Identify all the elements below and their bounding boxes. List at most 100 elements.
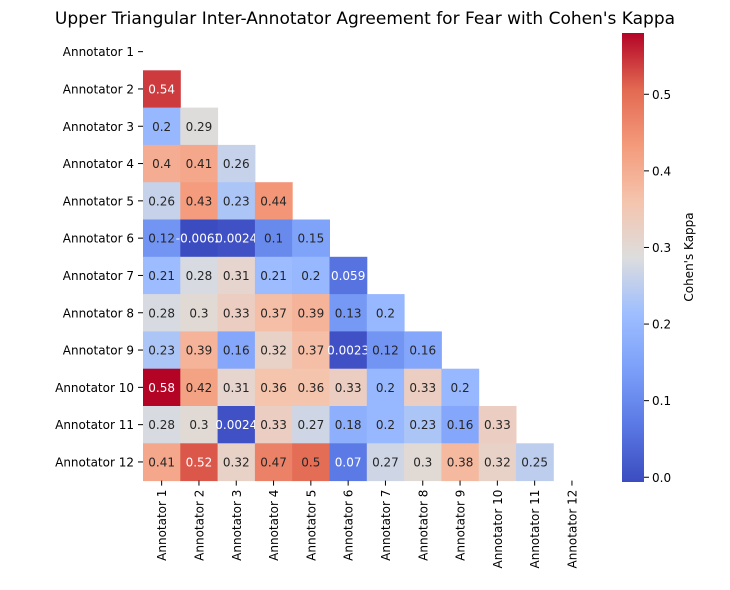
heatmap-cell — [404, 331, 442, 370]
row-label: Annotator 2 — [63, 82, 134, 96]
column-label: Annotator 5 — [304, 490, 318, 561]
cell-value-label: 0.16 — [409, 344, 436, 358]
cell-value-label: 0.059 — [331, 269, 365, 283]
cell-value-label: 0.3 — [189, 418, 208, 432]
column-label: Annotator 1 — [155, 490, 169, 561]
heatmap-cell — [292, 406, 330, 444]
heatmap-cell — [254, 331, 293, 370]
cell-value-label: 0.32 — [223, 455, 250, 469]
heatmap-cell — [329, 406, 368, 444]
colorbar-tick-label: 0.4 — [652, 164, 671, 178]
row-labels: Annotator 1 Annotator 2 Annotator 3 Annotat… — [55, 45, 143, 469]
heatmap-cell — [254, 219, 293, 258]
cell-value-label: 0.32 — [260, 344, 287, 358]
cell-value-label: 0.41 — [186, 157, 213, 171]
heatmap-cell — [143, 70, 181, 109]
heatmap-cell — [366, 443, 405, 482]
heatmap-cells: 0.54 0.2 0.29 0.4 0.41 0.26 0.26 0.43 0.23 0.44 0.… — [143, 70, 554, 482]
heatmap-cell — [254, 256, 293, 295]
heatmap-cell — [217, 331, 256, 370]
heatmap-cell — [366, 331, 405, 370]
cell-value-label: 0.16 — [223, 344, 250, 358]
row-label: Annotator 3 — [63, 120, 134, 134]
heatmap-cell — [143, 443, 181, 482]
cell-value-label: 0.23 — [223, 194, 250, 208]
colorbar-tick-label: 0.3 — [652, 241, 671, 255]
row-label: Annotator 12 — [55, 455, 134, 469]
row-label: Annotator 9 — [63, 344, 134, 358]
heatmap-cell — [329, 331, 368, 370]
cell-value-label: 0.26 — [148, 194, 175, 208]
cell-value-label: 0.39 — [186, 344, 213, 358]
cell-value-label: 0.0024 — [215, 418, 257, 432]
cell-value-label: 0.0024 — [215, 232, 257, 246]
colorbar-label: Cohen's Kappa — [682, 212, 696, 301]
heatmap-cell — [217, 144, 256, 183]
heatmap-cell — [143, 331, 181, 370]
heatmap-cell — [143, 294, 181, 332]
heatmap-cell — [143, 219, 181, 258]
cell-value-label: 0.31 — [223, 381, 250, 395]
column-label: Annotator 11 — [528, 490, 542, 569]
cell-value-label: 0.4 — [152, 157, 171, 171]
heatmap-cell — [143, 182, 181, 220]
heatmap-cell — [441, 368, 480, 407]
cell-value-label: 0.38 — [447, 455, 474, 469]
heatmap-cell — [217, 294, 256, 332]
cell-value-label: 0.26 — [223, 157, 250, 171]
cell-value-label: 0.0023 — [327, 344, 369, 358]
cell-value-label: 0.2 — [376, 381, 395, 395]
column-labels: Annotator 1 Annotator 2 Annotator 3 Annotat… — [155, 480, 579, 569]
column-label: Annotator 12 — [565, 490, 579, 569]
heatmap-cell — [292, 331, 330, 370]
cell-value-label: 0.43 — [186, 194, 213, 208]
heatmap-cell — [217, 406, 256, 444]
heatmap-cell — [478, 406, 517, 444]
colorbar-tick-label: 0.5 — [652, 88, 671, 102]
column-label: Annotator 9 — [454, 490, 468, 561]
cell-value-label: 0.27 — [372, 455, 399, 469]
heatmap-cell — [180, 219, 219, 258]
cell-value-label: 0.41 — [148, 455, 175, 469]
chart-title: Upper Triangular Inter-Annotator Agreeme… — [55, 9, 675, 29]
cell-value-label: 0.31 — [223, 269, 250, 283]
heatmap-cell — [254, 182, 293, 220]
cell-value-label: 0.21 — [260, 269, 287, 283]
cell-value-label: 0.12 — [148, 232, 175, 246]
cell-value-label: 0.33 — [335, 381, 362, 395]
cell-value-label: 0.37 — [260, 306, 287, 320]
cell-value-label: 0.1 — [264, 232, 283, 246]
column-label: Annotator 10 — [491, 490, 505, 569]
colorbar-gradient — [622, 33, 644, 482]
cell-value-label: 0.3 — [413, 455, 432, 469]
heatmap-cell — [516, 443, 554, 482]
column-label: Annotator 6 — [342, 490, 356, 561]
heatmap-cell — [366, 406, 405, 444]
row-label: Annotator 5 — [63, 194, 134, 208]
heatmap-cell — [180, 331, 219, 370]
cell-value-label: 0.32 — [484, 455, 511, 469]
heatmap-cell — [404, 406, 442, 444]
cell-value-label: 0.42 — [186, 381, 213, 395]
heatmap-cell — [292, 443, 330, 482]
heatmap-cell — [180, 294, 219, 332]
heatmap-cell — [292, 219, 330, 258]
column-label: Annotator 4 — [267, 490, 281, 561]
heatmap-cell — [143, 256, 181, 295]
heatmap-cell — [254, 294, 293, 332]
row-label: Annotator 7 — [63, 269, 134, 283]
heatmap-cell — [329, 368, 368, 407]
heatmap-cell — [478, 443, 517, 482]
cell-value-label: 0.2 — [376, 418, 395, 432]
cell-value-label: 0.28 — [186, 269, 213, 283]
cell-value-label: 0.33 — [409, 381, 436, 395]
heatmap-cell — [254, 443, 293, 482]
cell-value-label: 0.25 — [521, 455, 548, 469]
cell-value-label: 0.12 — [372, 344, 399, 358]
heatmap-cell — [404, 368, 442, 407]
colorbar-tick-label: 0.1 — [652, 394, 671, 408]
row-label: Annotator 1 — [63, 45, 134, 59]
heatmap-cell — [441, 406, 480, 444]
heatmap-cell — [292, 256, 330, 295]
